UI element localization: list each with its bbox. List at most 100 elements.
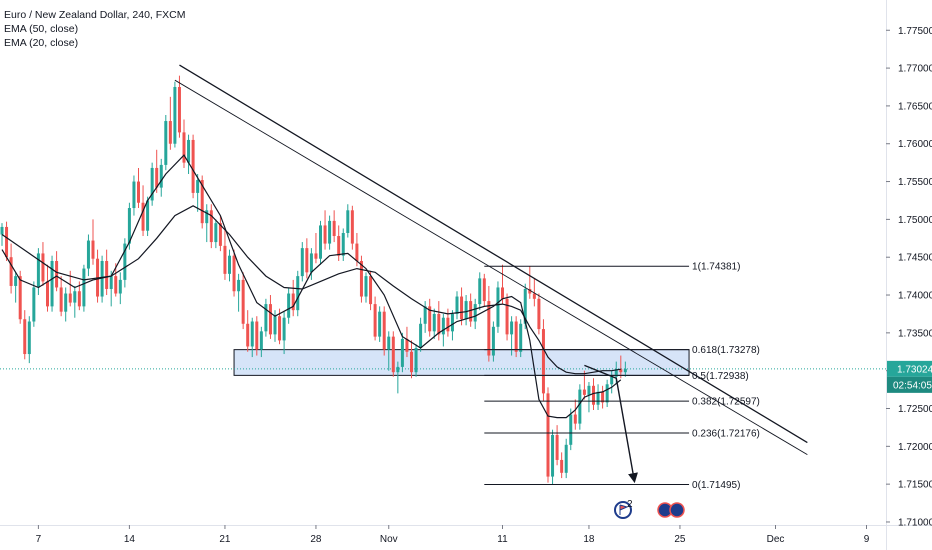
candle[interactable]: [623, 361, 627, 377]
countdown-badge[interactable]: 02:54:05: [887, 376, 932, 393]
candle[interactable]: [619, 355, 623, 379]
candle[interactable]: [182, 119, 186, 168]
candle[interactable]: [59, 276, 63, 317]
candle[interactable]: [32, 281, 36, 327]
candle[interactable]: [209, 204, 213, 249]
candle[interactable]: [387, 331, 391, 371]
ema20-line[interactable]: [1, 154, 622, 419]
candle[interactable]: [564, 438, 568, 479]
candle[interactable]: [528, 266, 532, 299]
ema50-line[interactable]: [1, 205, 621, 375]
candle[interactable]: [82, 264, 86, 312]
candle[interactable]: [155, 149, 159, 193]
candle[interactable]: [332, 210, 336, 243]
candle[interactable]: [578, 384, 582, 430]
candle[interactable]: [364, 272, 368, 303]
candle[interactable]: [278, 308, 282, 345]
candle[interactable]: [569, 408, 573, 451]
candle[interactable]: [177, 75, 181, 138]
candle[interactable]: [555, 425, 559, 466]
candle[interactable]: [532, 278, 536, 307]
trendline-2[interactable]: [174, 79, 808, 456]
candle[interactable]: [414, 344, 418, 377]
ema20-label[interactable]: EMA (20, close): [4, 37, 79, 49]
candle[interactable]: [300, 242, 304, 282]
candle[interactable]: [537, 293, 541, 335]
candle[interactable]: [482, 273, 486, 307]
candle[interactable]: [314, 232, 318, 264]
symbol-title[interactable]: Euro / New Zealand Dollar, 240, FXCM: [4, 9, 186, 21]
candle[interactable]: [510, 316, 514, 356]
candle[interactable]: [587, 382, 591, 413]
candle[interactable]: [573, 399, 577, 430]
candle[interactable]: [23, 310, 27, 360]
candle[interactable]: [541, 319, 545, 401]
candle[interactable]: [450, 310, 454, 341]
candle[interactable]: [369, 270, 373, 311]
ema50-label[interactable]: EMA (50, close): [4, 23, 79, 35]
candle[interactable]: [259, 326, 263, 358]
candle[interactable]: [487, 285, 491, 362]
candle[interactable]: [109, 270, 113, 307]
candle[interactable]: [5, 221, 9, 261]
candle[interactable]: [455, 291, 459, 320]
candle[interactable]: [228, 249, 231, 282]
candle[interactable]: [187, 134, 191, 174]
candle[interactable]: [464, 295, 468, 326]
candle[interactable]: [218, 215, 222, 252]
candle[interactable]: [328, 215, 332, 250]
candle[interactable]: [14, 272, 18, 303]
calendar-flag-icon[interactable]: 2: [614, 499, 633, 519]
candle[interactable]: [246, 310, 250, 352]
candle[interactable]: [419, 317, 423, 352]
candle[interactable]: [196, 173, 200, 212]
candle[interactable]: [391, 331, 395, 377]
candle[interactable]: [164, 114, 168, 171]
candle[interactable]: [400, 332, 404, 373]
candle[interactable]: [305, 238, 309, 279]
candle[interactable]: [250, 317, 254, 358]
news-event-icon[interactable]: [657, 502, 685, 518]
candle[interactable]: [159, 158, 163, 197]
support-zone[interactable]: [233, 349, 690, 376]
candle[interactable]: [68, 270, 72, 307]
candle[interactable]: [378, 306, 382, 342]
candle[interactable]: [168, 96, 172, 150]
candle[interactable]: [282, 311, 286, 355]
candle[interactable]: [478, 272, 482, 311]
candle[interactable]: [46, 264, 49, 312]
candle[interactable]: [596, 384, 600, 411]
candle[interactable]: [382, 306, 386, 356]
candle[interactable]: [132, 175, 136, 216]
candle[interactable]: [432, 308, 436, 339]
candle[interactable]: [514, 316, 518, 358]
candle[interactable]: [100, 255, 104, 303]
candle[interactable]: [105, 249, 109, 296]
candle[interactable]: [41, 242, 45, 286]
candle[interactable]: [255, 316, 259, 356]
candle[interactable]: [410, 340, 413, 379]
candle[interactable]: [9, 243, 13, 294]
candle[interactable]: [137, 167, 140, 209]
candle[interactable]: [191, 134, 195, 199]
candle[interactable]: [592, 378, 595, 411]
candle[interactable]: [505, 293, 509, 341]
candle[interactable]: [519, 319, 523, 358]
candle[interactable]: [319, 220, 322, 265]
candle[interactable]: [232, 249, 236, 297]
candle[interactable]: [123, 238, 127, 288]
candle[interactable]: [287, 287, 291, 324]
candle[interactable]: [359, 255, 363, 303]
plot-area[interactable]: 1(1.74381) 0.618(1.73278) 0.5(1.72938) 0.38…: [0, 64, 886, 491]
candle[interactable]: [396, 361, 400, 394]
candle[interactable]: [473, 298, 477, 330]
candle[interactable]: [309, 248, 313, 280]
candle[interactable]: [118, 272, 122, 305]
candle[interactable]: [291, 279, 295, 317]
candle[interactable]: [64, 287, 68, 322]
candle[interactable]: [346, 204, 350, 238]
candle[interactable]: [55, 251, 59, 292]
candle[interactable]: [86, 234, 90, 277]
candle[interactable]: [146, 196, 150, 237]
